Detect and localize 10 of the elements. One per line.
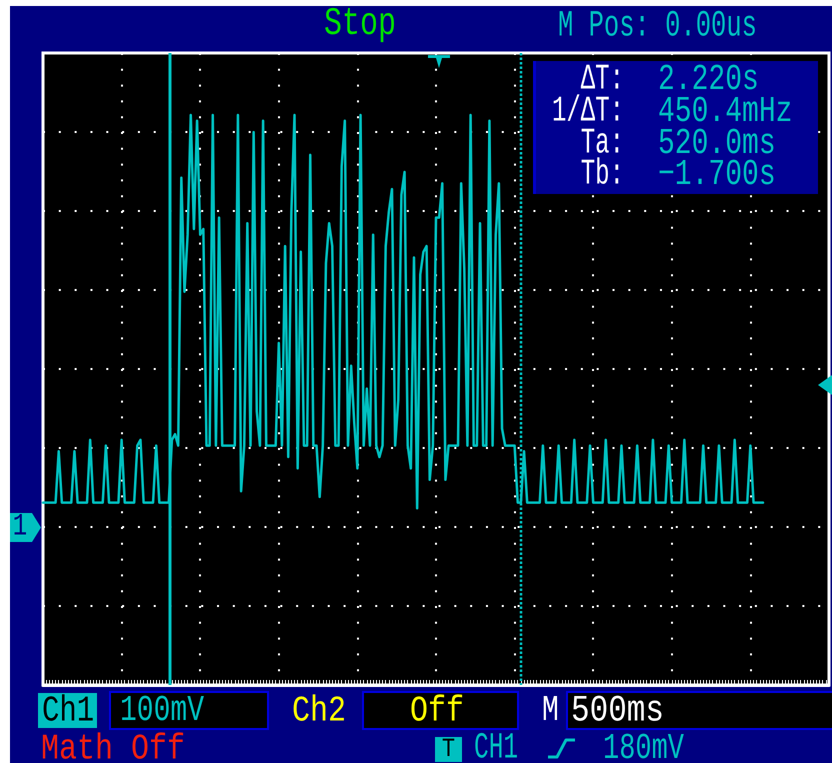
text: T: [442, 734, 456, 763]
text: 100mV: [120, 691, 204, 732]
text: 1: [12, 509, 28, 544]
text: Stop: [324, 2, 396, 46]
text: M: [542, 691, 559, 732]
text: CH1: [474, 730, 518, 763]
text: M Pos: 0.00us: [558, 5, 757, 48]
text: Ch2: [292, 691, 346, 732]
text: Off: [410, 691, 464, 732]
text: Math Off: [41, 729, 186, 763]
